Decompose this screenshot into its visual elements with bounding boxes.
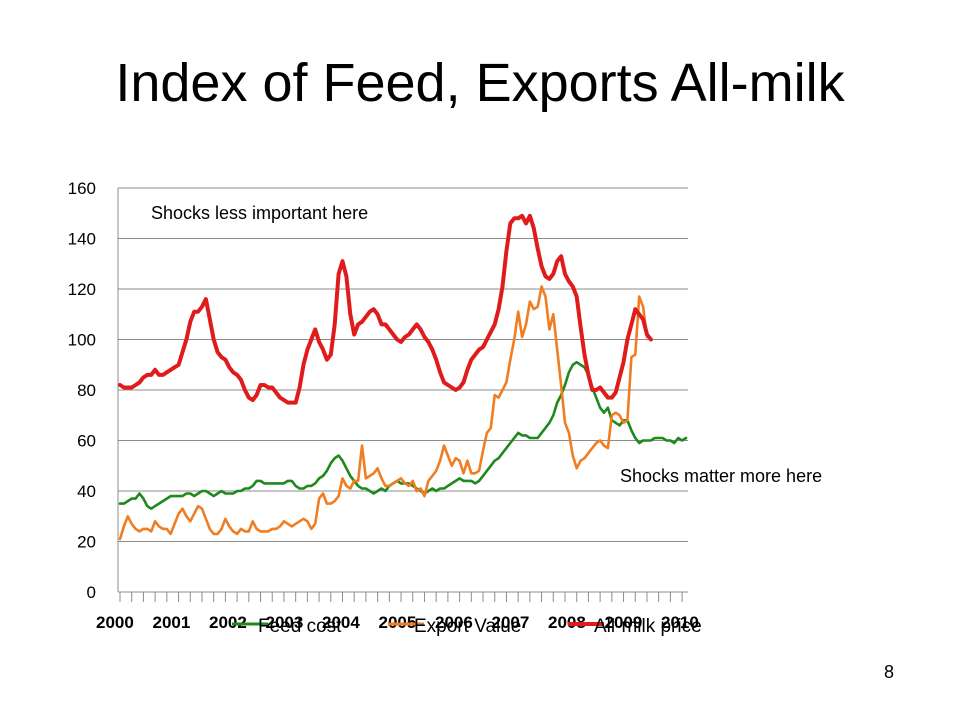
annotations: Shocks less important here Shocks matter … (151, 203, 822, 486)
y-tick-label: 160 (68, 179, 96, 198)
y-tick-label: 80 (77, 381, 96, 400)
y-tick-label: 60 (77, 432, 96, 451)
y-tick-label: 120 (68, 280, 96, 299)
series-line-feed-cost (118, 360, 688, 511)
series-lines (118, 213, 688, 541)
y-tick-label: 20 (77, 533, 96, 552)
series-line-export-value (118, 285, 649, 541)
x-tick-label: 2010 (661, 613, 699, 632)
legend-label: All-milk price (594, 616, 702, 637)
x-tick-label: 2008 (548, 613, 586, 632)
x-tick-label: 2001 (153, 613, 191, 632)
legend-label: Export Value (414, 616, 521, 637)
annotation-shocks-more: Shocks matter more here (620, 466, 822, 486)
y-tick-label: 0 (87, 583, 96, 602)
y-tick-label: 140 (68, 230, 96, 249)
y-tick-label: 40 (77, 482, 96, 501)
axes (117, 188, 688, 602)
legend-label: Feed cost (258, 616, 342, 637)
legend: Feed cost Export Value All-milk price (232, 616, 702, 637)
page-number: 8 (884, 662, 895, 682)
tick-labels: 0 20 40 60 80 100 120 140 160 2000 2001 2002 2003 200… (68, 179, 699, 632)
x-tick-label: 2003 (266, 613, 304, 632)
series-line-all-milk-price (118, 213, 653, 405)
x-tick-label: 2002 (209, 613, 247, 632)
x-tick-label: 2004 (322, 613, 360, 632)
y-tick-label: 100 (68, 331, 96, 350)
x-tick-label: 2000 (96, 613, 134, 632)
x-tick-label: 2009 (605, 613, 643, 632)
x-tick-label: 2006 (435, 613, 473, 632)
slide-title: Index of Feed, Exports All-milk (115, 53, 845, 113)
annotation-shocks-less: Shocks less important here (151, 203, 368, 223)
x-tick-label: 2007 (492, 613, 530, 632)
